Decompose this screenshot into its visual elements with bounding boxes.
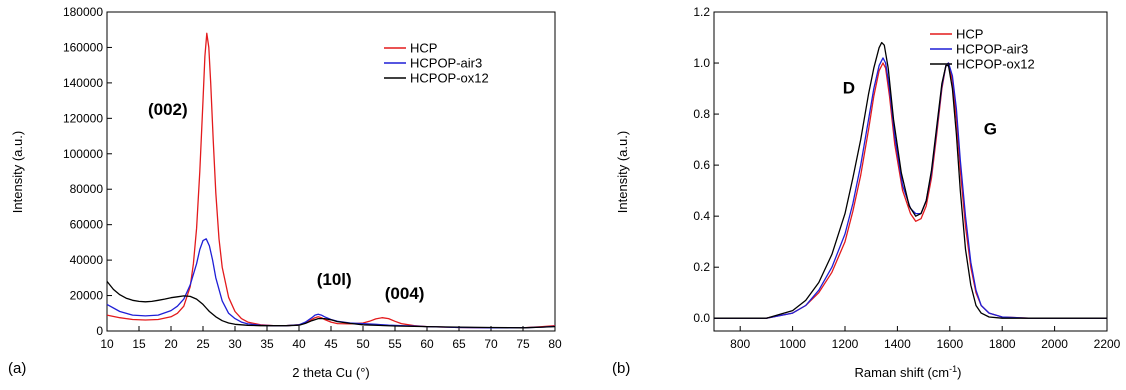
panel-label-a: (a)	[8, 360, 26, 377]
y-tick-label: 160000	[63, 40, 103, 54]
x-tick-label: 45	[324, 337, 338, 351]
legend-label: HCPOP-ox12	[410, 71, 489, 86]
y-tick-label: 1.2	[693, 5, 710, 19]
chart-a: 10 15 20 25 30 35 40 45 50 55 60 65 70 75 80 0 20000 4000…	[8, 5, 562, 380]
x-tick-label: 55	[388, 337, 402, 351]
y-axis-label-b: Intensity (a.u.)	[615, 131, 630, 213]
peak-annotation: D	[843, 79, 855, 98]
y-tick-label: 1.0	[693, 56, 710, 70]
y-tick-label: 0.0	[693, 311, 710, 325]
y-tick-label: 0.6	[693, 158, 710, 172]
x-tick-label: 1200	[832, 337, 859, 351]
x-axis-label-a: 2 theta Cu (°)	[292, 365, 369, 380]
x-tick-label: 15	[132, 337, 146, 351]
y-tick-label: 140000	[63, 76, 103, 90]
x-axis-label-b-end: )	[957, 365, 961, 380]
chart-b: 800 1000 1200 1400 1600 1800 2000 2200 0.0 0.2 0.4…	[612, 5, 1121, 380]
x-axis-label-b-sup: -1	[949, 364, 957, 374]
x-tick-label: 25	[196, 337, 210, 351]
x-tick-label: 40	[292, 337, 306, 351]
y-tick-label: 100000	[63, 147, 103, 161]
x-tick-label: 1600	[936, 337, 963, 351]
legend-label: HCPOP-air3	[410, 56, 482, 71]
x-tick-label: 65	[452, 337, 466, 351]
panel-label-b: (b)	[612, 360, 630, 377]
y-axis-label-a: Intensity (a.u.)	[10, 131, 25, 213]
legend-label: HCPOP-air3	[956, 42, 1028, 57]
x-tick-label: 20	[164, 337, 178, 351]
y-tick-label: 80000	[70, 182, 104, 196]
x-tick-label: 70	[484, 337, 498, 351]
series-line-hcpop-ox12	[106, 280, 556, 329]
series-line-hcpop-air3	[714, 57, 1107, 319]
x-tick-label: 50	[356, 337, 370, 351]
x-tick-label: 1000	[779, 337, 806, 351]
peak-annotation: G	[984, 119, 997, 138]
legend-label: HCPOP-ox12	[956, 57, 1035, 72]
x-tick-label: 800	[730, 337, 750, 351]
peak-annotation: (10l)	[317, 270, 352, 289]
x-tick-label: 80	[548, 337, 562, 351]
x-tick-label: 30	[228, 337, 242, 351]
legend-label: HCP	[410, 41, 437, 56]
y-tick-label: 0.2	[693, 260, 710, 274]
x-axis-label-b-main: Raman shift (cm	[855, 365, 950, 380]
peak-annotation: (002)	[148, 100, 188, 119]
x-tick-label: 35	[260, 337, 274, 351]
peak-annotation: (004)	[385, 284, 425, 303]
series-line-hcpop-ox12	[714, 41, 1107, 319]
y-tick-label: 60000	[70, 218, 104, 232]
y-tick-label: 0.8	[693, 107, 710, 121]
x-tick-label: 10	[100, 337, 114, 351]
x-tick-label: 2200	[1094, 337, 1121, 351]
y-tick-label: 0	[96, 324, 103, 338]
y-tick-label: 40000	[70, 253, 104, 267]
series-line-hcp	[714, 62, 1107, 319]
y-tick-label: 20000	[70, 289, 104, 303]
plot-frame-b	[713, 11, 1108, 332]
y-tick-label: 120000	[63, 111, 103, 125]
x-tick-label: 1400	[884, 337, 911, 351]
x-axis-label-b: Raman shift (cm-1)	[855, 364, 962, 380]
x-tick-label: 75	[516, 337, 530, 351]
x-tick-label: 60	[420, 337, 434, 351]
y-tick-label: 0.4	[693, 209, 710, 223]
x-tick-label: 1800	[989, 337, 1016, 351]
x-tick-label: 2000	[1041, 337, 1068, 351]
legend-label: HCP	[956, 27, 983, 42]
y-tick-label: 180000	[63, 5, 103, 19]
